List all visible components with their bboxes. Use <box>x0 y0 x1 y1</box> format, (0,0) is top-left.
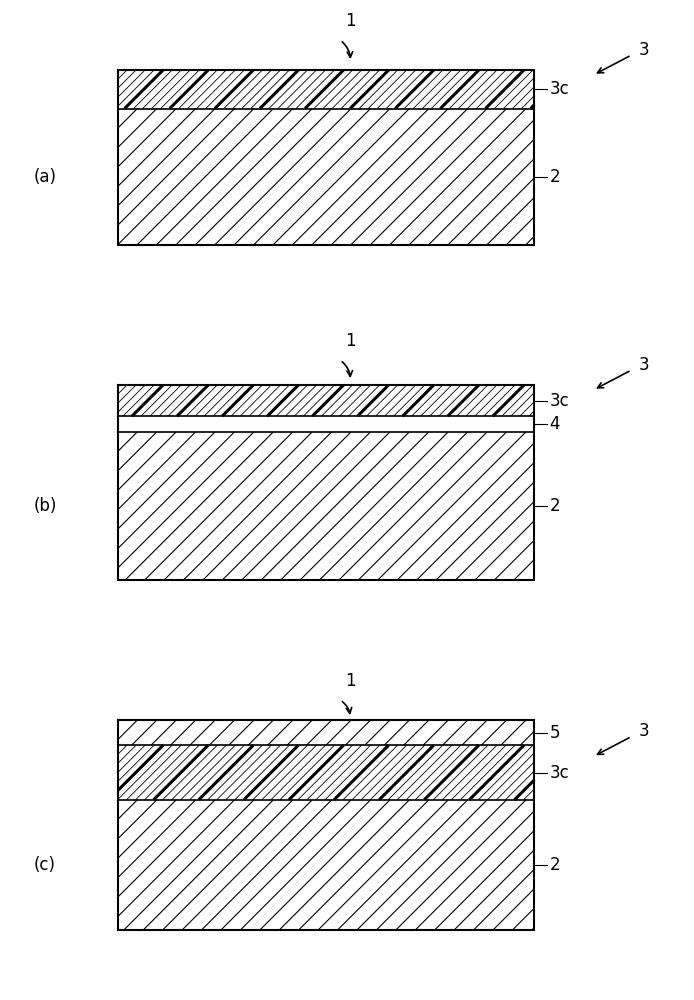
Text: 3: 3 <box>638 722 649 740</box>
Text: 2: 2 <box>550 168 560 186</box>
Text: 1: 1 <box>345 672 356 690</box>
Text: 2: 2 <box>550 856 560 874</box>
Text: 1: 1 <box>345 12 356 30</box>
Bar <box>118 385 534 580</box>
Bar <box>118 745 534 800</box>
Text: (b): (b) <box>33 497 57 515</box>
Bar <box>118 720 534 930</box>
Text: 4: 4 <box>550 415 560 433</box>
Bar <box>118 432 534 580</box>
Text: 3c: 3c <box>550 80 569 98</box>
Text: 3c: 3c <box>550 392 569 410</box>
Text: 5: 5 <box>550 724 560 742</box>
Text: 1: 1 <box>345 332 356 350</box>
Bar <box>118 70 534 108</box>
Text: (a): (a) <box>33 168 57 186</box>
Bar <box>118 108 534 245</box>
Text: 3: 3 <box>638 41 649 59</box>
Text: 3: 3 <box>638 356 649 374</box>
Bar <box>118 416 534 432</box>
Text: 2: 2 <box>550 497 560 515</box>
Text: (c): (c) <box>34 856 56 874</box>
Text: 3c: 3c <box>550 764 569 782</box>
Bar <box>118 385 534 416</box>
Bar <box>118 70 534 245</box>
Bar <box>118 720 534 745</box>
Bar <box>118 800 534 930</box>
